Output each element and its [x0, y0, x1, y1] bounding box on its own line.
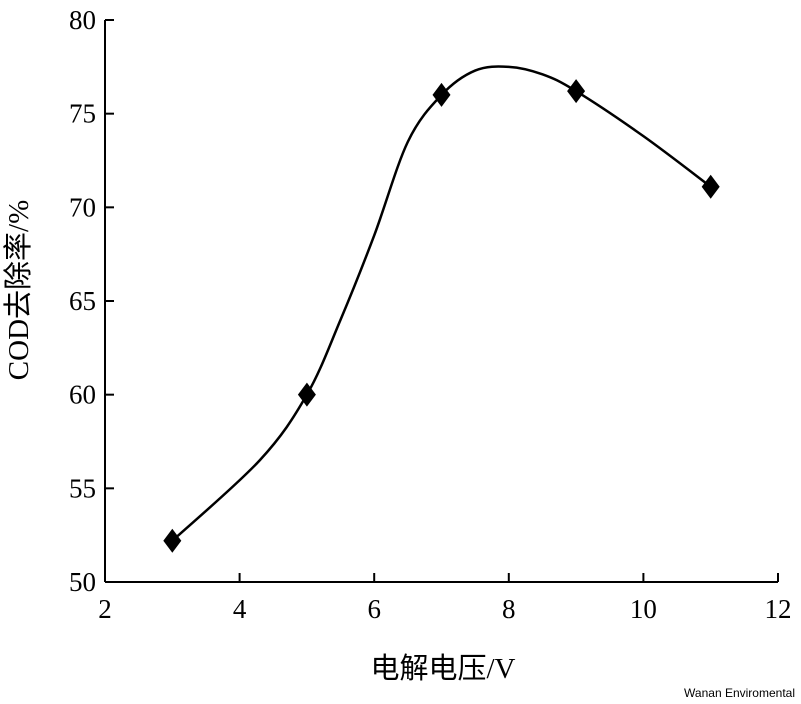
- watermark: Wanan Enviromental: [684, 686, 795, 700]
- x-axis-title: 电解电压/V: [370, 652, 515, 685]
- x-tick-label: 4: [233, 594, 247, 624]
- x-tick-label: 10: [630, 594, 657, 624]
- data-point-diamond: [163, 528, 182, 553]
- data-point-diamond: [432, 82, 451, 107]
- x-tick-label: 6: [367, 594, 381, 624]
- data-point-diamond: [297, 382, 316, 407]
- y-tick-label: 65: [69, 286, 96, 316]
- y-tick-label: 70: [69, 192, 96, 222]
- x-tick-label: 8: [502, 594, 516, 624]
- ticks: [104, 19, 779, 583]
- x-tick-label: 12: [765, 594, 792, 624]
- y-axis-title: COD去除率/%: [2, 200, 35, 380]
- tick-labels: 2 4 6 8 10 12 50 55 60 65 70 75 80: [69, 5, 792, 624]
- y-tick-label: 50: [69, 567, 96, 597]
- y-tick-label: 75: [69, 99, 96, 129]
- y-tick-label: 55: [69, 473, 96, 503]
- y-tick-label: 80: [69, 5, 96, 35]
- series: [163, 65, 720, 553]
- x-tick-label: 2: [98, 594, 112, 624]
- y-tick-label: 60: [69, 380, 96, 410]
- data-point-diamond: [701, 174, 720, 199]
- data-point-diamond: [567, 79, 586, 104]
- series-line: [171, 65, 712, 542]
